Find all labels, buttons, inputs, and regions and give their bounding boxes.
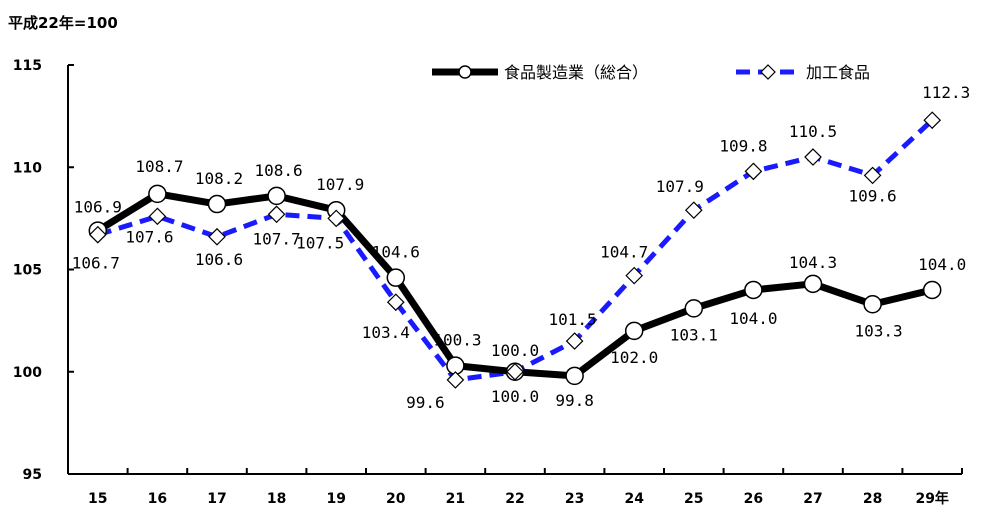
point-processed-food <box>208 227 226 246</box>
data-label-processed-food: 99.6 <box>406 393 445 412</box>
x-tick-label: 23 <box>565 491 584 507</box>
y-tick-label: 110 <box>13 160 42 176</box>
data-label-processed-food: 106.6 <box>195 250 243 269</box>
data-label-processed-food: 104.7 <box>600 243 648 262</box>
data-label-food-manufacturing: 103.3 <box>855 321 903 340</box>
y-tick-label: 100 <box>13 365 42 381</box>
point-processed-food <box>923 111 942 130</box>
chart-axes: 95 100 105 110 115 15 16 17 18 19 20 21 22 23 24 25 26 27… <box>13 58 963 507</box>
point-food-manufacturing <box>565 366 584 386</box>
point-processed-food <box>804 148 822 166</box>
data-label-food-manufacturing: 100.0 <box>491 341 539 360</box>
point-processed-food <box>327 209 346 228</box>
data-label-processed-food: 107.7 <box>253 229 301 248</box>
point-food-manufacturing <box>922 280 942 300</box>
data-label-food-manufacturing: 104.0 <box>918 255 966 274</box>
data-labels: 106.9 108.7 108.2 108.6 107.9 104.6 100.3 100.0… <box>72 83 971 412</box>
chart-series <box>88 111 942 389</box>
data-label-processed-food: 101.5 <box>549 310 597 329</box>
point-food-manufacturing <box>684 299 704 318</box>
point-food-manufacturing <box>744 280 763 300</box>
point-processed-food <box>386 293 405 312</box>
point-processed-food <box>565 332 584 350</box>
data-label-processed-food: 107.5 <box>296 233 344 252</box>
x-tick-label: 28 <box>863 491 882 507</box>
point-food-manufacturing <box>624 321 644 341</box>
data-label-food-manufacturing: 103.1 <box>670 325 718 344</box>
data-label-processed-food: 103.4 <box>362 323 410 342</box>
x-tick-label: 17 <box>207 491 226 507</box>
x-tick-label: 26 <box>744 491 763 507</box>
point-food-manufacturing <box>267 186 286 206</box>
x-tick-label: 24 <box>624 491 644 507</box>
point-processed-food <box>506 362 524 381</box>
x-tick-label: 25 <box>684 491 703 507</box>
point-processed-food <box>684 201 703 220</box>
point-processed-food <box>446 371 465 389</box>
data-label-processed-food: 106.7 <box>72 254 120 273</box>
legend-label-food-manufacturing: 食品製造業（総合） <box>504 63 648 82</box>
point-processed-food <box>267 205 286 224</box>
y-tick-label: 95 <box>23 467 42 483</box>
data-label-food-manufacturing: 102.0 <box>610 348 658 367</box>
data-label-food-manufacturing: 104.6 <box>372 243 420 262</box>
x-tick-label: 16 <box>148 491 167 507</box>
legend-marker-processed-food <box>760 64 776 80</box>
data-label-food-manufacturing: 108.2 <box>195 169 243 188</box>
chart-legend: 食品製造業（総合） 加工食品 <box>432 63 870 82</box>
point-processed-food <box>625 266 644 285</box>
data-label-processed-food: 109.8 <box>719 136 767 155</box>
data-label-food-manufacturing: 100.3 <box>433 331 481 350</box>
point-processed-food <box>863 166 882 185</box>
point-processed-food <box>88 225 107 244</box>
x-tick-label: 27 <box>803 491 822 507</box>
data-label-processed-food: 100.0 <box>491 387 539 406</box>
x-tick-label: 21 <box>446 491 465 507</box>
data-label-food-manufacturing: 108.6 <box>255 161 303 180</box>
point-food-manufacturing <box>863 295 882 314</box>
data-label-processed-food: 107.9 <box>656 177 704 196</box>
data-label-processed-food: 110.5 <box>789 122 837 141</box>
point-food-manufacturing <box>148 184 167 204</box>
data-label-food-manufacturing: 106.9 <box>74 198 122 217</box>
x-tick-label: 20 <box>386 491 406 507</box>
point-food-manufacturing <box>803 274 823 294</box>
data-label-food-manufacturing: 107.9 <box>316 175 364 194</box>
y-tick-label: 105 <box>13 263 42 279</box>
data-label-food-manufacturing: 104.3 <box>789 253 837 272</box>
data-label-food-manufacturing: 99.8 <box>555 391 594 410</box>
point-food-manufacturing <box>207 194 227 214</box>
point-processed-food <box>148 207 167 226</box>
data-label-food-manufacturing: 104.0 <box>729 309 777 328</box>
y-tick-label: 115 <box>13 58 42 74</box>
x-tick-label: 15 <box>88 491 107 507</box>
unit-label: 平成22年=100 <box>8 14 118 32</box>
data-label-processed-food: 107.6 <box>125 227 173 246</box>
legend-label-processed-food: 加工食品 <box>806 63 870 82</box>
data-label-processed-food: 112.3 <box>922 83 970 102</box>
x-tick-label: 29年 <box>915 490 948 507</box>
legend-marker-food-manufacturing <box>458 65 472 79</box>
point-processed-food <box>744 162 763 181</box>
x-tick-label: 18 <box>267 491 286 507</box>
x-tick-label: 19 <box>326 491 345 507</box>
data-label-food-manufacturing: 108.7 <box>135 157 183 176</box>
x-tick-label: 22 <box>505 491 524 507</box>
point-food-manufacturing <box>386 268 406 287</box>
data-label-processed-food: 109.6 <box>849 186 897 205</box>
